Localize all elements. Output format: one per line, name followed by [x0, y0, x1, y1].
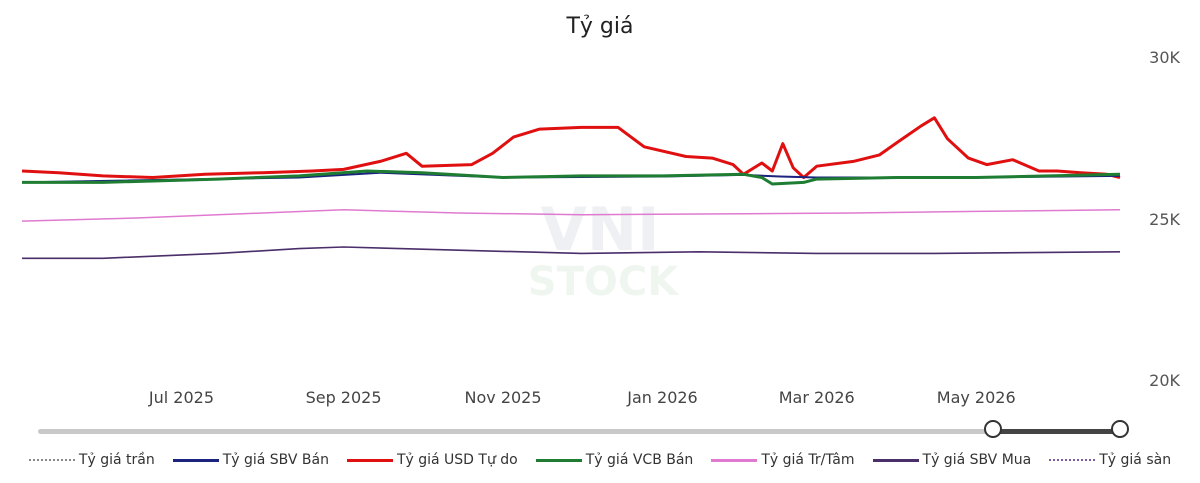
- watermark-text-1: VNI: [541, 195, 660, 265]
- x-tick-label: Jan 2026: [627, 388, 698, 407]
- legend-item[interactable]: Tỷ giá Tr/Tâm: [711, 452, 855, 468]
- x-tick-label: Jul 2025: [148, 388, 215, 407]
- legend-item[interactable]: Tỷ giá VCB Bán: [535, 452, 694, 468]
- y-tick-label: 20K: [1149, 371, 1180, 390]
- x-tick-label: Mar 2026: [778, 388, 855, 407]
- chart-legend: Tỷ giá trần Tỷ giá SBV Bán Tỷ giá USD Tự d…: [0, 452, 1200, 468]
- legend-label: Tỷ giá SBV Mua: [922, 452, 1032, 468]
- y-tick-label: 25K: [1149, 209, 1180, 229]
- legend-label: Tỷ giá sàn: [1099, 452, 1172, 468]
- x-tick-label: Sep 2025: [305, 388, 382, 407]
- legend-swatch: [535, 458, 582, 462]
- time-range-slider-track[interactable]: [38, 429, 993, 434]
- series-line-t-gi-sbv-mua[interactable]: [22, 246, 1121, 260]
- legend-label: Tỷ giá SBV Bán: [222, 452, 329, 468]
- series-line-t-gi-usd-t-do[interactable]: [21, 116, 1121, 179]
- slider-start-handle[interactable]: [984, 420, 1002, 438]
- x-tick-label: Nov 2025: [464, 388, 542, 407]
- legend-item[interactable]: Tỷ giá SBV Mua: [872, 452, 1032, 468]
- series-line-t-gi-tr-t-m[interactable]: [21, 209, 1121, 222]
- y-tick-label: 30K: [1149, 48, 1180, 67]
- legend-label: Tỷ giá Tr/Tâm: [761, 452, 855, 468]
- legend-item[interactable]: Tỷ giá sàn: [1049, 452, 1171, 468]
- chart-title: Tỷ giá: [566, 14, 634, 39]
- watermark-text-2: STOCK: [528, 259, 680, 305]
- legend-item[interactable]: Tỷ giá SBV Bán: [172, 452, 329, 468]
- legend-label: Tỷ giá USD Tự do: [396, 452, 518, 468]
- slider-end-handle[interactable]: [1111, 420, 1129, 438]
- legend-label: Tỷ giá VCB Bán: [585, 452, 694, 468]
- time-range-slider-selection[interactable]: [993, 429, 1120, 434]
- x-tick-label: May 2026: [936, 388, 1016, 407]
- legend-swatch: [1049, 459, 1096, 461]
- legend-item[interactable]: Tỷ giá USD Tự do: [346, 452, 518, 468]
- legend-swatch: [28, 459, 75, 461]
- legend-label: Tỷ giá trần: [78, 452, 155, 468]
- legend-swatch: [711, 458, 758, 462]
- legend-swatch: [872, 458, 919, 462]
- series-line-t-gi-vcb-b-n[interactable]: [22, 169, 1121, 186]
- legend-swatch: [172, 458, 219, 462]
- legend-swatch: [346, 458, 393, 462]
- legend-item[interactable]: Tỷ giá trần: [28, 452, 155, 468]
